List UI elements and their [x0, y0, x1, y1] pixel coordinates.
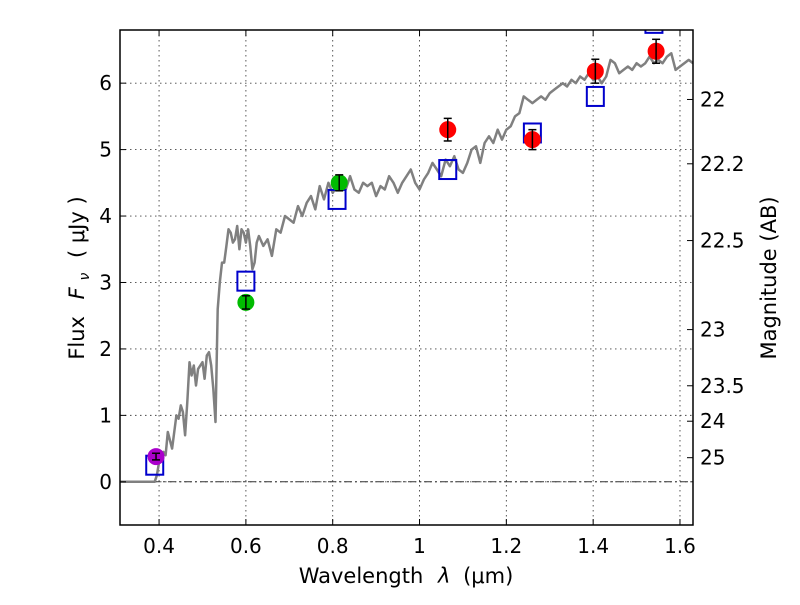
- model-square-marker: [438, 159, 458, 181]
- right-axis-title: Magnitude (AB): [757, 196, 781, 359]
- spectrum-line: [120, 52, 693, 484]
- x-axis-title-unit: (μm): [463, 564, 513, 588]
- magnitude-tick-label: 22: [700, 87, 725, 111]
- model-square-marker: [644, 30, 664, 34]
- x-tick-label: 1.4: [577, 534, 609, 558]
- y-tick-label: 1: [99, 403, 112, 427]
- y-tick-label: 5: [99, 138, 112, 162]
- y-tick-label: 3: [99, 270, 112, 294]
- magnitude-tick-label: 24: [700, 409, 725, 433]
- y-axis-title-subscript: ν: [77, 273, 93, 281]
- y-axis-title-unit: ( μJy ): [65, 196, 89, 258]
- marker-layer: [147, 38, 665, 466]
- y-axis-title: Flux F ν ( μJy ): [65, 196, 94, 359]
- ticks: 0.4 0.6 0.8 1 1.2 1.4 1.601234562222.222.52323…: [99, 30, 745, 558]
- data-layer: [120, 30, 693, 484]
- x-tick-label: 0.6: [230, 534, 262, 558]
- x-axis-title: Wavelength λ (μm): [299, 564, 514, 588]
- x-tick-label: 1.2: [490, 534, 522, 558]
- y-axis-title-prefix: Flux: [65, 316, 89, 360]
- x-axis-title-prefix: Wavelength: [299, 564, 424, 588]
- y-tick-label: 2: [99, 337, 112, 361]
- magnitude-tick-label: 23.5: [700, 374, 745, 398]
- y-tick-label: 0: [99, 470, 112, 494]
- magnitude-tick-label: 23: [700, 318, 725, 342]
- model-square-marker: [585, 85, 605, 107]
- x-axis-title-symbol: λ: [437, 564, 450, 588]
- plot-frame: [119, 29, 694, 526]
- x-tick-label: 1: [413, 534, 426, 558]
- y-axis-title-symbol: F: [65, 286, 89, 299]
- x-tick-label: 0.4: [143, 534, 175, 558]
- magnitude-tick-label: 25: [700, 446, 725, 470]
- x-tick-label: 1.6: [664, 534, 696, 558]
- y-tick-label: 4: [99, 204, 112, 228]
- magnitude-tick-label: 22.2: [700, 152, 745, 176]
- y-tick-label: 6: [99, 71, 112, 95]
- x-tick-label: 0.8: [317, 534, 349, 558]
- magnitude-tick-label: 22.5: [700, 229, 745, 253]
- model-square-marker: [236, 270, 256, 292]
